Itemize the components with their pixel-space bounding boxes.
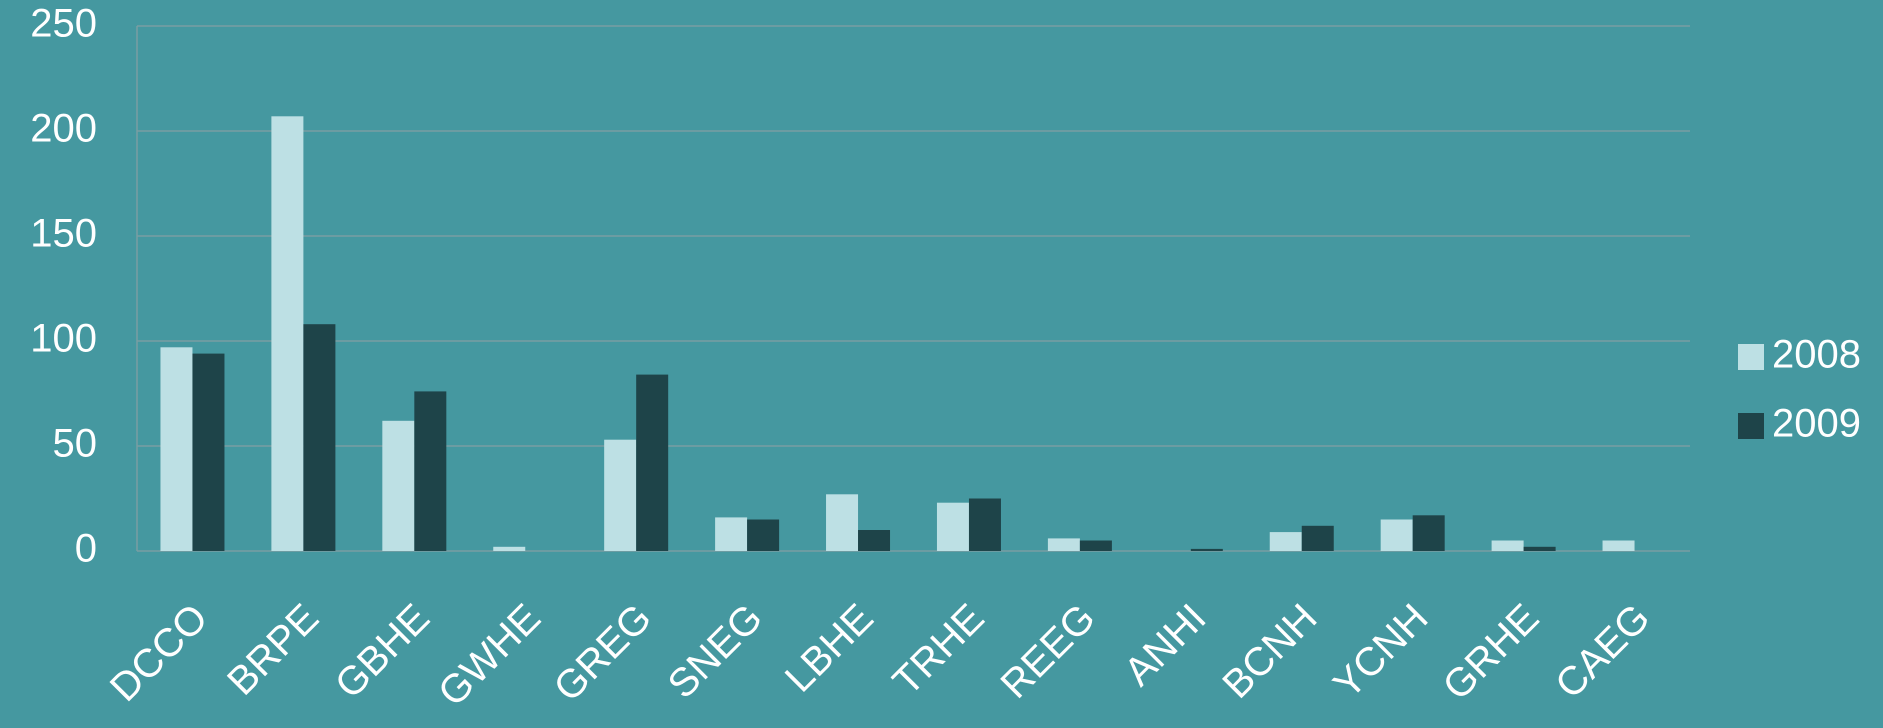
y-tick-label: 100 [30,317,97,361]
x-tick-label: GWHE [430,596,549,715]
bar [382,420,415,551]
x-tick-label: TRHE [885,596,993,704]
bar [715,517,748,551]
bar [493,546,526,551]
bar [1190,548,1223,551]
bar [1523,546,1556,551]
legend-swatch [1738,413,1764,439]
bar [1079,540,1112,551]
bar [192,353,225,551]
x-tick-label: GRHE [1435,596,1548,709]
x-tick-label: CAEG [1547,596,1658,707]
bar [968,498,1001,551]
bar [826,494,859,551]
x-tick-label: GREG [546,596,660,710]
x-tick-label: BRPE [219,596,327,704]
bar [160,347,193,551]
y-tick-label: 0 [75,527,97,571]
bar [303,324,336,551]
bar [271,116,304,552]
y-tick-label: 50 [53,422,98,466]
bar [858,530,891,551]
bar [604,439,637,551]
y-tick-label: 200 [30,107,97,151]
bar [414,391,447,551]
x-tick-label: YCNH [1325,596,1436,707]
bar [1047,538,1080,551]
y-tick-label: 250 [30,2,97,46]
x-tick-label: ANHI [1116,596,1215,695]
bar [747,519,780,551]
x-tick-label: BCNH [1214,596,1325,707]
bar [1269,532,1302,551]
x-tick-label: DCCO [102,596,216,710]
x-tick-label: LBHE [777,596,882,701]
x-tick-label: GBHE [327,596,438,707]
legend-swatch [1738,344,1764,370]
y-tick-label: 150 [30,212,97,256]
legend-label: 2008 [1772,333,1861,377]
bar [1412,515,1445,551]
bar [1301,525,1334,551]
bar [1602,540,1635,551]
bar [1491,540,1524,551]
bar [1380,519,1413,551]
legend-label: 2009 [1772,402,1861,446]
x-tick-label: REEG [992,596,1103,707]
bar [936,502,969,551]
x-tick-label: SNEG [660,596,771,707]
bar [636,374,669,551]
